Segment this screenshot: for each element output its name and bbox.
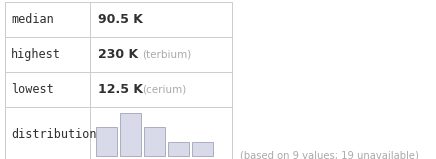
Text: highest: highest (11, 48, 61, 61)
Text: 230 K: 230 K (98, 48, 138, 61)
Text: lowest: lowest (11, 83, 54, 96)
Bar (144, 127, 165, 156)
Text: 12.5 K: 12.5 K (98, 83, 143, 96)
Text: 90.5 K: 90.5 K (98, 13, 143, 26)
Bar (96, 127, 117, 156)
Text: (based on 9 values; 19 unavailable): (based on 9 values; 19 unavailable) (240, 151, 419, 159)
Text: (terbium): (terbium) (142, 49, 191, 59)
Bar (192, 142, 214, 156)
Text: distribution: distribution (11, 128, 96, 141)
Bar (120, 113, 141, 156)
Text: median: median (11, 13, 54, 26)
Text: (cerium): (cerium) (142, 84, 186, 94)
Bar (168, 142, 189, 156)
